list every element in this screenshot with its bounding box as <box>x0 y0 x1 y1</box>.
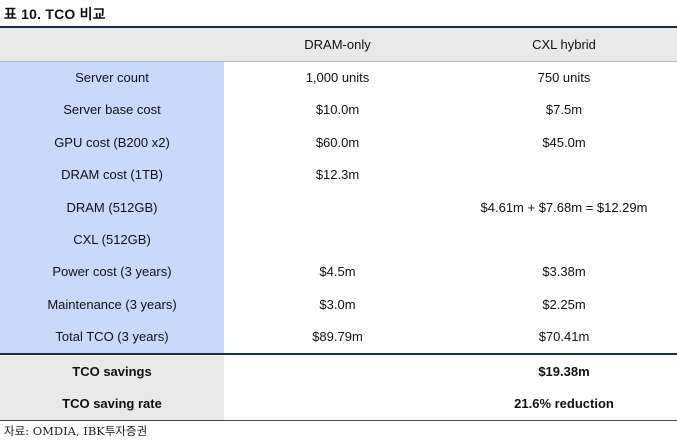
cxl-value: $4.61m + $7.68m = $12.29m <box>480 199 648 215</box>
cxl-value <box>451 224 677 256</box>
table-row: Maintenance (3 years) $3.0m $2.25m <box>0 288 677 322</box>
dram-value: $60.0m <box>315 134 360 150</box>
row-label: Maintenance (3 years) <box>0 288 224 322</box>
dram-value: $3.0m <box>319 296 356 312</box>
summary-row: TCO savings $19.38m <box>0 356 677 388</box>
table-row: DRAM (512GB) $4.61m + $7.68m = $12.29m <box>0 191 677 224</box>
summary-label: TCO savings <box>0 356 224 388</box>
table-row: DRAM cost (1TB) $12.3m <box>0 159 677 192</box>
table-row: Total TCO (3 years) $89.79m $70.41m <box>0 321 677 354</box>
dram-value: $89.79m <box>312 329 363 345</box>
dram-value: $12.3m <box>315 167 360 183</box>
header-cell-blank <box>0 28 224 61</box>
row-label: GPU cost (B200 x2) <box>0 126 224 160</box>
cxl-value: $3.38m <box>542 264 586 280</box>
table-row: Server count 1,000 units 750 units <box>0 62 677 95</box>
dram-value <box>224 224 451 256</box>
dram-value: 1,000 units <box>305 70 370 85</box>
header-cell-cxl-hybrid: CXL hybrid <box>532 37 596 52</box>
summary-row: TCO saving rate 21.6% reduction <box>0 388 677 420</box>
dram-value <box>224 192 451 224</box>
summary-divider <box>0 353 677 355</box>
table-row: Server base cost $10.0m $7.5m <box>0 94 677 127</box>
row-label: DRAM cost (1TB) <box>0 159 224 192</box>
summary-cxl-value: $19.38m <box>538 364 590 379</box>
source-note: 자료: OMDIA, IBK투자증권 <box>4 424 148 438</box>
row-label: Total TCO (3 years) <box>0 321 224 354</box>
table-caption: 표 10. TCO 비교 <box>4 6 106 22</box>
cxl-value <box>451 159 677 191</box>
summary-dram-value <box>224 356 451 388</box>
cxl-value: $70.41m <box>538 329 590 345</box>
top-rule <box>0 26 677 28</box>
cxl-value: $45.0m <box>542 134 586 150</box>
dram-value: $10.0m <box>315 102 360 118</box>
table-row: CXL (512GB) <box>0 223 677 257</box>
header-cell-dram-only: DRAM-only <box>304 37 371 52</box>
row-label: DRAM (512GB) <box>0 191 224 224</box>
cxl-value: $2.25m <box>542 296 586 312</box>
cxl-value: $7.5m <box>545 102 583 118</box>
table-row: Power cost (3 years) $4.5m $3.38m <box>0 256 677 289</box>
row-label: CXL (512GB) <box>0 223 224 257</box>
bottom-rule <box>0 420 677 421</box>
summary-label: TCO saving rate <box>0 388 224 420</box>
row-label: Server count <box>0 62 224 95</box>
summary-cxl-value: 21.6% reduction <box>514 396 614 411</box>
dram-value: $4.5m <box>319 264 356 280</box>
cxl-value: 750 units <box>537 70 591 85</box>
table-body: Server count 1,000 units 750 units Serve… <box>0 62 677 354</box>
table-row: GPU cost (B200 x2) $60.0m $45.0m <box>0 126 677 160</box>
summary-dram-value <box>224 388 451 420</box>
row-label: Server base cost <box>0 94 224 127</box>
row-label: Power cost (3 years) <box>0 256 224 289</box>
summary-section: TCO savings $19.38m TCO saving rate 21.6… <box>0 356 677 420</box>
table-header: DRAM-only CXL hybrid <box>0 28 677 62</box>
